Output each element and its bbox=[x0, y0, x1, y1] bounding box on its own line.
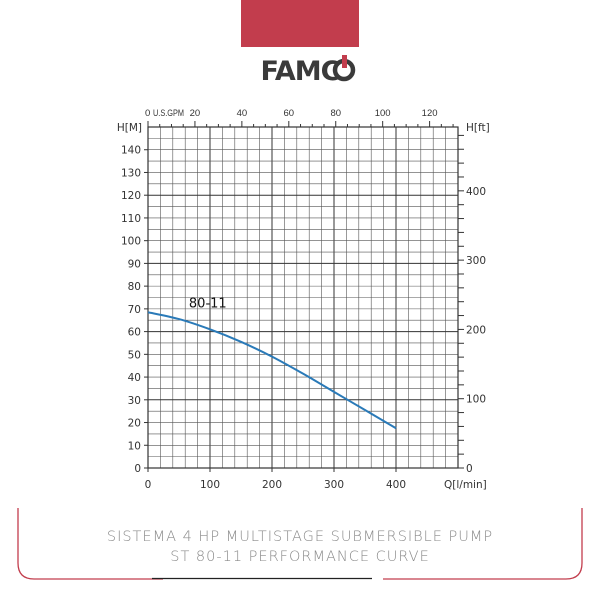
svg-text:FAMC: FAMC bbox=[261, 56, 340, 87]
famco-logo: FAMC bbox=[261, 55, 356, 87]
x-tick-label: 300 bbox=[324, 479, 344, 491]
y-tick-label: 50 bbox=[128, 349, 141, 361]
x-tick-label: 400 bbox=[386, 479, 406, 491]
x2-tick-label: 40 bbox=[237, 108, 248, 119]
y-tick-label: 140 bbox=[121, 145, 141, 157]
x-tick-label: 100 bbox=[200, 479, 220, 491]
y-tick-label: 0 bbox=[134, 463, 141, 475]
x2-axis-label: U.S.GPM bbox=[153, 108, 184, 119]
series-label: 80-11 bbox=[189, 296, 227, 311]
y2-tick-label: 400 bbox=[466, 186, 486, 198]
y2-axis-label: H[ft] bbox=[466, 122, 490, 134]
y2-tick-label: 0 bbox=[466, 463, 473, 475]
y2-tick-label: 300 bbox=[466, 255, 486, 267]
y-tick-label: 30 bbox=[128, 395, 141, 407]
x2-tick-label: 20 bbox=[190, 108, 201, 119]
y2-tick-label: 100 bbox=[466, 394, 486, 406]
y-tick-label: 120 bbox=[121, 190, 141, 202]
y-axis-label: H[M] bbox=[117, 122, 142, 134]
plot-border bbox=[147, 126, 459, 469]
y-tick-label: 10 bbox=[128, 440, 141, 452]
x2-tick-label: 80 bbox=[330, 108, 341, 119]
x2-tick-label: 0 bbox=[145, 108, 150, 119]
x-axis-label: Q[l/min] bbox=[444, 479, 487, 491]
y-tick-label: 80 bbox=[128, 281, 141, 293]
y-tick-label: 100 bbox=[121, 236, 141, 248]
y-tick-label: 40 bbox=[128, 372, 141, 384]
x2-tick-label: 120 bbox=[422, 108, 438, 119]
brand-banner bbox=[241, 0, 359, 47]
caption-line-2: ST 80-11 PERFORMANCE CURVE bbox=[170, 549, 430, 565]
y-tick-label: 70 bbox=[128, 304, 141, 316]
y-tick-label: 90 bbox=[128, 258, 141, 270]
y-tick-label: 60 bbox=[128, 327, 141, 339]
x-tick-label: 200 bbox=[262, 479, 282, 491]
y-tick-label: 20 bbox=[128, 418, 141, 430]
y-tick-label: 130 bbox=[121, 167, 141, 179]
x-tick-label: 0 bbox=[145, 479, 152, 491]
x2-tick-label: 60 bbox=[284, 108, 295, 119]
x2-tick-label: 100 bbox=[375, 108, 391, 119]
y-tick-label: 110 bbox=[121, 213, 141, 225]
caption-line-1: SISTEMA 4 HP MULTISTAGE SUBMERSIBLE PUMP bbox=[106, 529, 494, 545]
y2-tick-label: 200 bbox=[466, 324, 486, 336]
